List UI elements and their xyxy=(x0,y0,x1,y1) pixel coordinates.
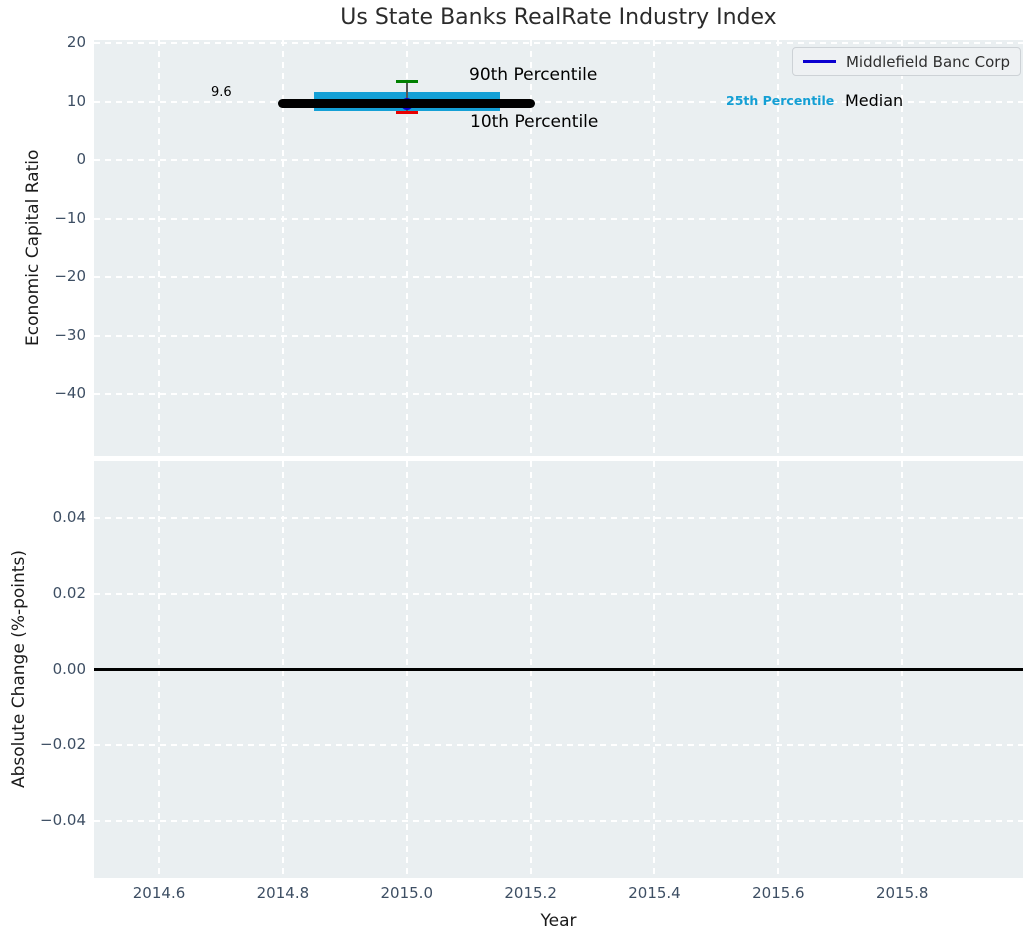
p90-annotation: 90th Percentile xyxy=(469,65,598,85)
gridline-vertical xyxy=(405,40,408,456)
x-tick-label: 2015.2 xyxy=(504,884,557,902)
x-tick-label: 2015.4 xyxy=(628,884,681,902)
gridline-horizontal xyxy=(94,100,1023,103)
gridline-horizontal xyxy=(94,217,1023,220)
y-tick-label: −40 xyxy=(54,384,86,403)
bottom-plot-area xyxy=(94,461,1023,878)
x-axis-label: Year xyxy=(540,911,577,931)
y-tick-label: 0.00 xyxy=(52,659,86,678)
y-tick-label: 10 xyxy=(66,91,86,110)
x-tick-label: 2015.6 xyxy=(752,884,805,902)
gridline-horizontal xyxy=(94,744,1023,747)
gridline-vertical xyxy=(653,40,656,456)
legend: Middlefield Banc Corp xyxy=(791,47,1021,76)
gridline-horizontal xyxy=(94,516,1023,519)
x-tick-label: 2014.8 xyxy=(256,884,310,902)
y-tick-label: −0.04 xyxy=(40,811,86,830)
x-tick-label: 2015.0 xyxy=(380,884,434,902)
p10-annotation: 10th Percentile xyxy=(470,112,599,132)
gridline-vertical xyxy=(777,40,780,456)
x-tick-label: 2015.8 xyxy=(875,884,929,902)
gridline-vertical xyxy=(529,40,532,456)
median-annotation: Median xyxy=(845,91,904,110)
gridline-vertical xyxy=(281,40,284,456)
gridline-horizontal xyxy=(94,820,1023,823)
y-tick-label: 0 xyxy=(76,150,86,169)
y-tick-label: 0.04 xyxy=(52,507,86,526)
gridline-vertical xyxy=(901,40,904,456)
zero-line xyxy=(94,668,1023,671)
gridline-horizontal xyxy=(94,159,1023,162)
median-line xyxy=(278,99,536,109)
whisker-line xyxy=(406,81,408,113)
gridline-horizontal xyxy=(94,592,1023,595)
y-tick-label: −30 xyxy=(54,325,86,344)
y-tick-label: −0.02 xyxy=(40,735,86,754)
bottom-y-axis-label: Absolute Change (%-points) xyxy=(9,550,29,789)
y-tick-label: −10 xyxy=(54,208,86,227)
y-tick-label: 0.02 xyxy=(52,583,86,602)
p10-cap xyxy=(395,111,418,115)
legend-line-sample xyxy=(802,60,836,63)
p90-cap xyxy=(395,80,418,84)
x-tick-label: 2014.6 xyxy=(132,884,186,902)
gridline-horizontal xyxy=(94,41,1023,44)
gridline-horizontal xyxy=(94,393,1023,396)
legend-label: Middlefield Banc Corp xyxy=(845,52,1010,71)
chart-title: Us State Banks RealRate Industry Index xyxy=(340,5,777,30)
median-value-annotation: 9.6 xyxy=(211,85,232,100)
top-plot-background xyxy=(94,40,1023,456)
gridline-horizontal xyxy=(94,276,1023,279)
top-plot-area: 90th Percentile 10th Percentile 9.6 25th… xyxy=(94,40,1023,456)
p25-annotation: 25th Percentile xyxy=(726,93,835,108)
gridline-vertical xyxy=(158,40,161,456)
gridline-horizontal xyxy=(94,334,1023,337)
y-tick-label: −20 xyxy=(54,267,86,286)
y-tick-label: 20 xyxy=(66,32,86,51)
